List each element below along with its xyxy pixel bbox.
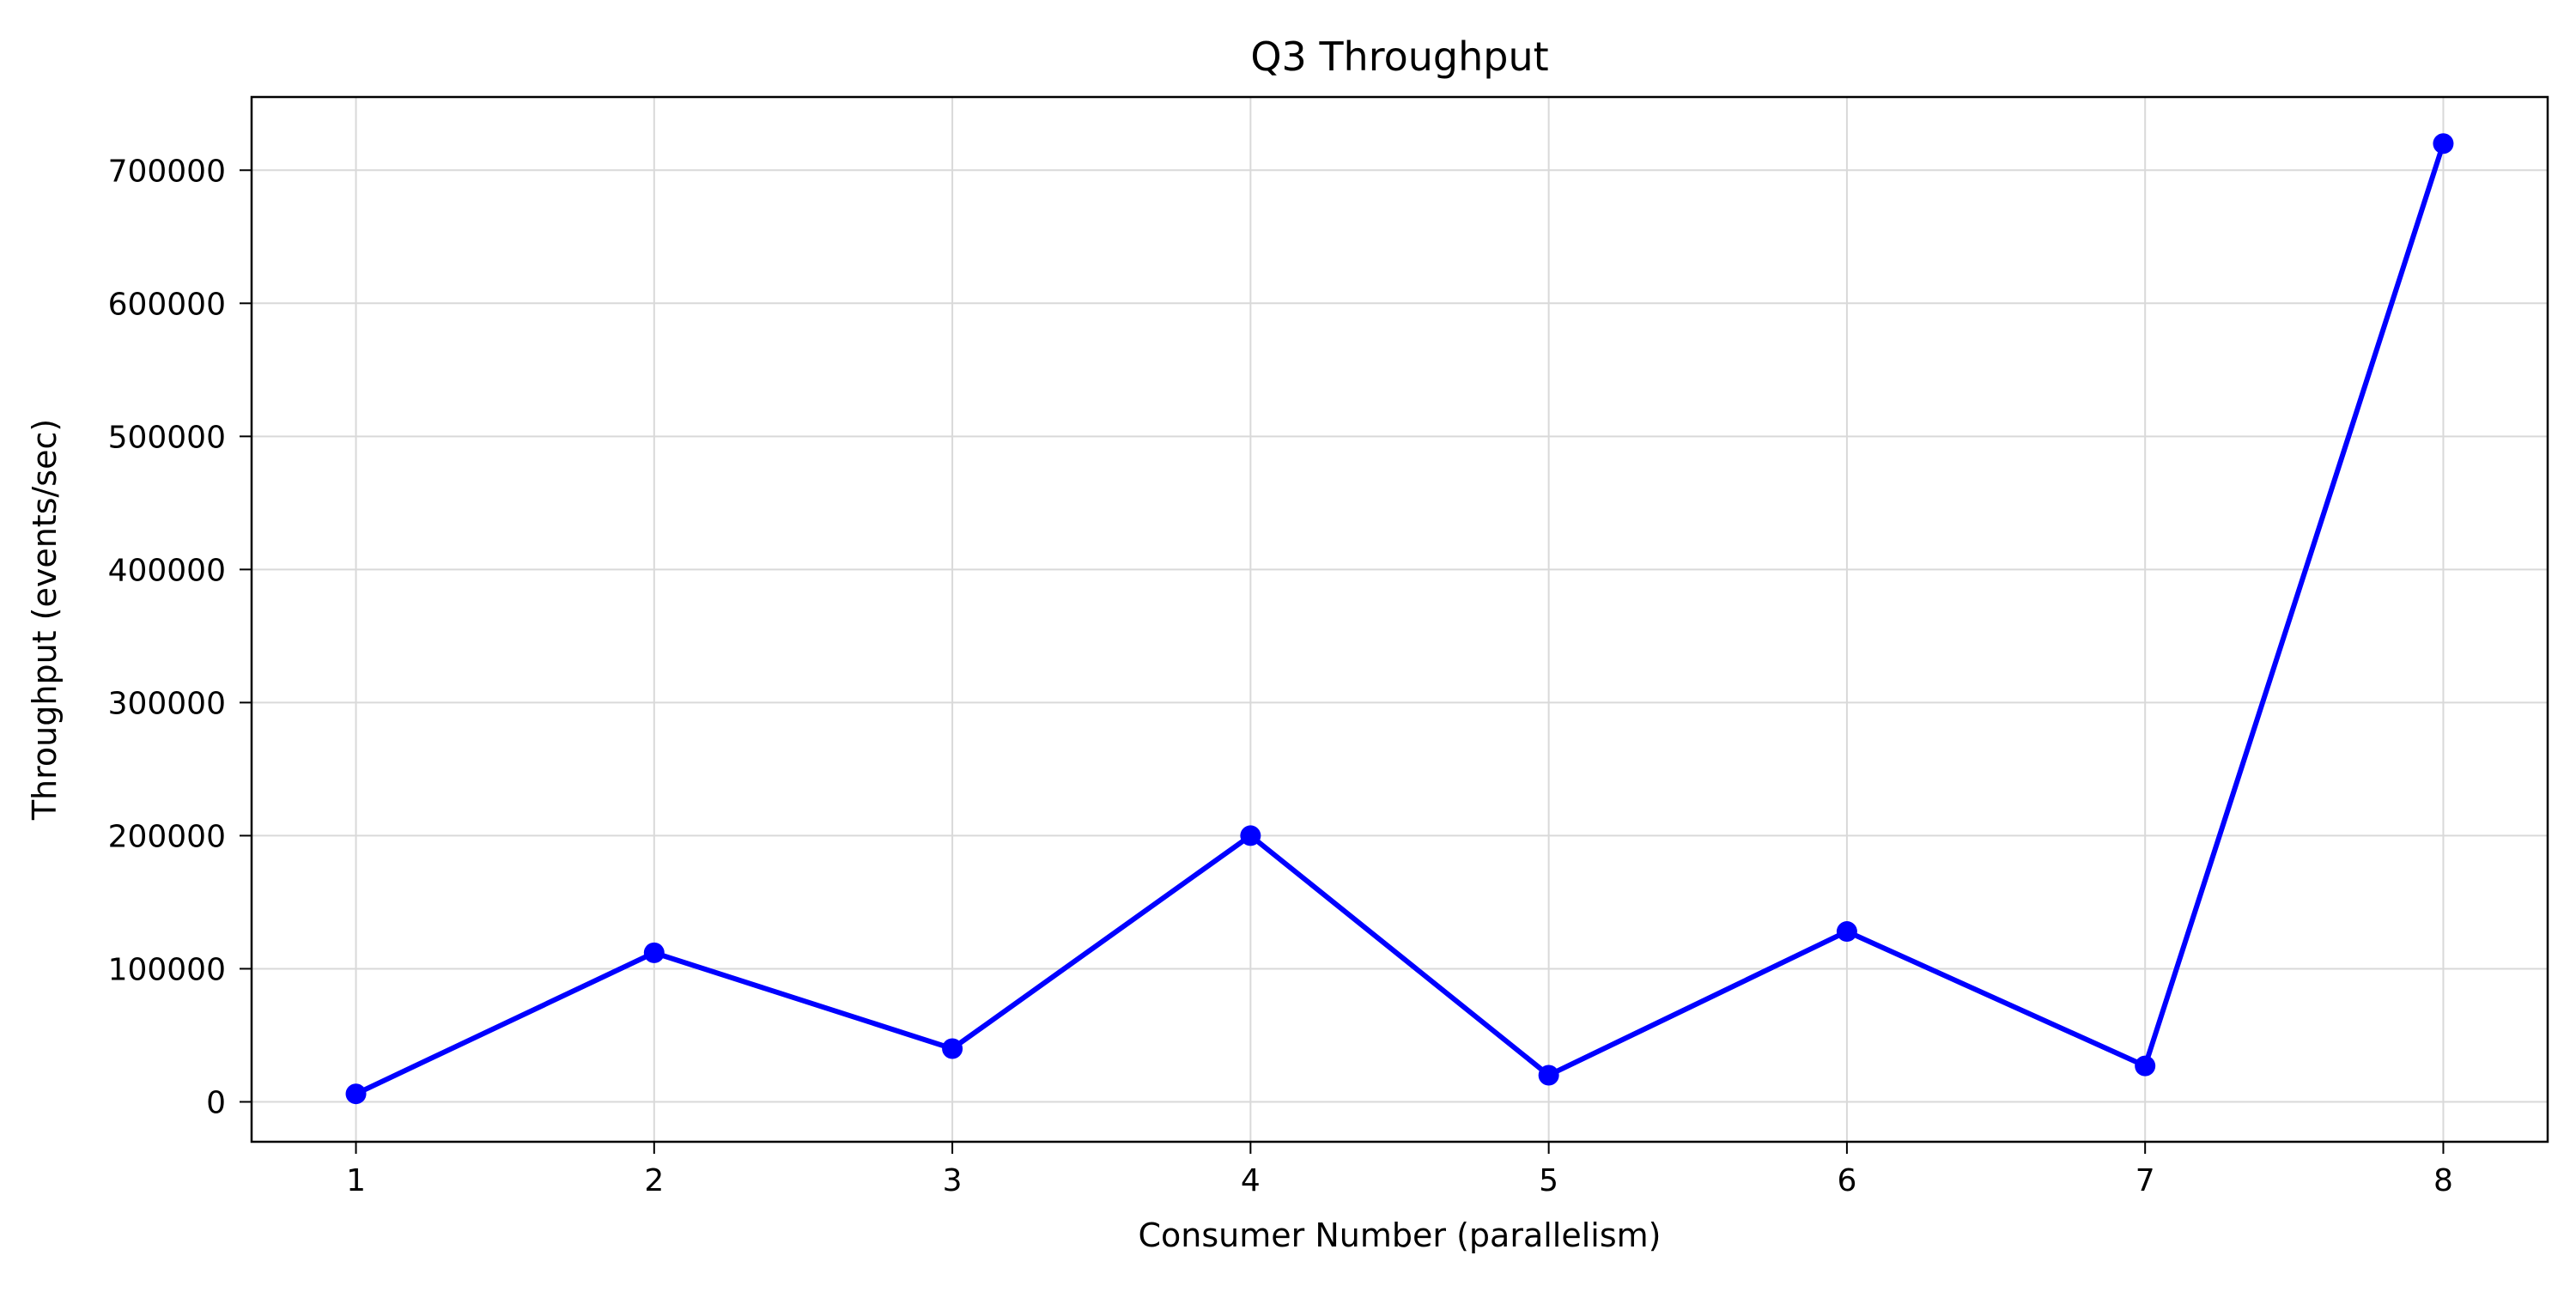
series-line-layer	[353, 141, 2446, 1097]
x-axis-label: Consumer Number (parallelism)	[1139, 1216, 1662, 1254]
grid	[252, 97, 2548, 1142]
y-tick-label: 600000	[108, 287, 226, 322]
data-point	[345, 1083, 367, 1105]
data-point	[643, 942, 665, 963]
y-tick-label: 200000	[108, 819, 226, 854]
y-tick-label: 700000	[108, 154, 226, 189]
y-tick-label: 400000	[108, 553, 226, 588]
data-point	[1836, 921, 1857, 943]
y-tick-label: 300000	[108, 686, 226, 721]
x-tick-label: 5	[1539, 1163, 1558, 1198]
y-axis-ticks: 0 100000 200000 300000 400000 500000 600000 700…	[108, 154, 252, 1120]
data-point	[2433, 133, 2454, 155]
x-tick-label: 2	[644, 1163, 664, 1198]
plot-frame	[250, 95, 2549, 1143]
data-point	[942, 1038, 963, 1059]
data-point	[2135, 1055, 2156, 1077]
series-line	[353, 141, 2446, 1097]
x-tick-label: 4	[1241, 1163, 1261, 1198]
series-marker-layer	[345, 133, 2454, 1105]
y-tick-label: 500000	[108, 420, 226, 455]
x-tick-label: 7	[2136, 1163, 2155, 1198]
x-tick-label: 6	[1837, 1163, 1856, 1198]
y-axis-label: Throughput (events/sec)	[26, 419, 64, 821]
data-point	[1240, 825, 1261, 846]
x-tick-label: 1	[346, 1163, 366, 1198]
data-point	[1538, 1065, 1559, 1086]
y-tick-label: 100000	[108, 952, 226, 987]
chart-title: Q3 Throughput	[1250, 33, 1548, 80]
x-axis-ticks: 1 2 3 4 5 6 7 8	[346, 1142, 2453, 1198]
x-tick-label: 3	[943, 1163, 963, 1198]
x-tick-label: 8	[2433, 1163, 2453, 1198]
y-tick-label: 0	[206, 1085, 226, 1120]
